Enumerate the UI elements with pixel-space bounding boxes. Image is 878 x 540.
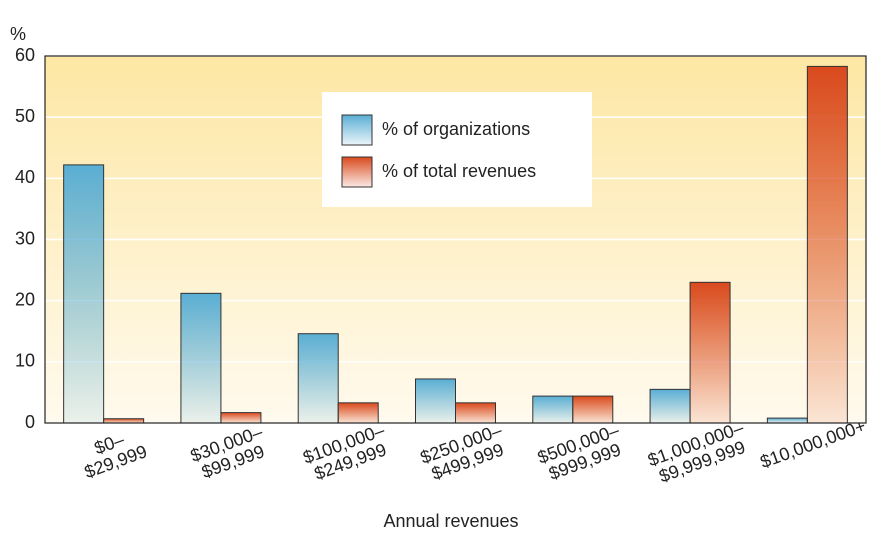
bar [689, 281, 731, 424]
bar [337, 402, 379, 424]
bar [455, 402, 496, 424]
legend-label: % of organizations [382, 119, 530, 139]
bar [220, 412, 262, 424]
bar [297, 333, 339, 424]
plot-frame [44, 55, 867, 424]
bar [103, 418, 145, 424]
x-axis-label: Annual revenues [383, 511, 518, 531]
legend-swatch [341, 156, 373, 188]
y-tick-label: 10 [15, 351, 35, 371]
legend-swatch [341, 114, 373, 146]
x-tick-label-group: $30,000–$99,999 [188, 422, 267, 483]
x-tick-label-group: $250,000–$499,999 [418, 420, 507, 484]
bar [766, 417, 808, 424]
x-tick-label: $10,000,000+ [758, 416, 869, 473]
y-tick-label: 40 [15, 167, 35, 187]
x-tick-label-group: $0–$29,999 [82, 429, 150, 482]
bar [532, 395, 574, 424]
y-tick-label: 50 [15, 106, 35, 126]
y-tick-label: 60 [15, 45, 35, 65]
y-tick-label: 30 [15, 228, 35, 248]
x-tick-label-group: $10,000,000+ [758, 416, 869, 473]
bar [415, 378, 456, 424]
y-axis-label: % [10, 24, 26, 44]
x-tick-label-group: $500,000–$999,999 [535, 420, 624, 484]
x-tick-label-group: $100,000–$249,999 [300, 420, 389, 484]
y-tick-label: 0 [25, 412, 35, 432]
x-tick-label-group: $1,000,000–$9,999,999 [645, 417, 748, 486]
legend-label: % of total revenues [382, 161, 536, 181]
bar [572, 395, 614, 424]
bar [649, 388, 691, 424]
legend-box [322, 92, 592, 207]
bar [63, 164, 105, 424]
y-tick-label: 20 [15, 289, 35, 309]
bar [806, 65, 848, 424]
bar [180, 292, 222, 424]
